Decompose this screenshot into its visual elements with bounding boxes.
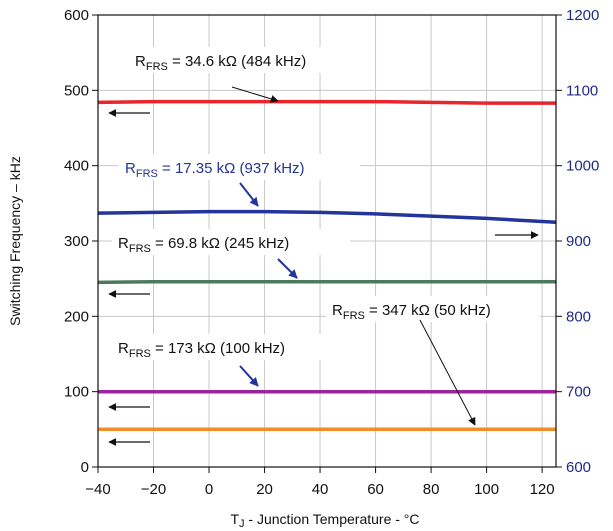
annotation-bg-245 [112, 229, 350, 255]
y-axis-left: 0 100 200 300 400 500 600 [64, 7, 98, 476]
annotation-bg-100 [112, 334, 340, 360]
pointer-arrow-937 [239, 182, 259, 207]
annotation-484: RFRS = 34.6 kΩ (484 kHz) [135, 53, 306, 73]
annotation-bg-937 [118, 154, 360, 180]
annotation-50: RFRS = 347 kΩ (50 kHz) [332, 302, 491, 322]
y2-tick-label: 600 [566, 459, 591, 476]
y2-tick-label: 1200 [566, 7, 599, 24]
series-line-245 [97, 279, 556, 285]
x-tick-label: −20 [141, 481, 166, 498]
x-axis: −40 −20 0 20 40 60 80 100 120 [85, 467, 555, 498]
pointer-arrow-245 [277, 258, 298, 279]
x-axis-label: TJ - Junction Temperature - °C [230, 511, 419, 530]
y-tick-label: 400 [64, 158, 89, 175]
y2-tick-label: 700 [566, 384, 591, 401]
annotation-bg-50 [326, 296, 540, 322]
annotation-937: RFRS = 17.35 kΩ (937 kHz) [125, 160, 305, 180]
y-tick-label: 500 [64, 82, 89, 99]
y2-tick-label: 1100 [566, 82, 598, 99]
pointer-arrow-100 [239, 365, 259, 387]
y-tick-label: 200 [64, 308, 89, 325]
x-tick-label: 100 [474, 481, 499, 498]
x-tick-label: 120 [530, 481, 555, 498]
x-tick-label: 60 [367, 481, 384, 498]
y2-tick-label: 900 [566, 233, 591, 250]
series-line-484 [97, 99, 556, 105]
y-tick-label: 100 [64, 384, 89, 401]
annotation-bg-484 [128, 47, 359, 73]
x-tick-label: 80 [423, 481, 440, 498]
y-tick-label: 300 [64, 233, 89, 250]
y2-tick-label: 800 [566, 308, 591, 325]
x-tick-label: 40 [312, 481, 329, 498]
annotation-245: RFRS = 69.8 kΩ (245 kHz) [118, 235, 289, 255]
x-tick-label: 20 [256, 481, 273, 498]
y-axis-label: Switching Frequency – kHz [7, 156, 23, 326]
pointer-arrow-50 [419, 319, 476, 426]
x-tick-label: −40 [85, 481, 110, 498]
y-tick-label: 0 [81, 459, 89, 476]
y-tick-label: 600 [64, 7, 89, 24]
y2-tick-label: 1000 [566, 158, 599, 175]
series-group [97, 99, 557, 432]
annotation-100: RFRS = 173 kΩ (100 kHz) [118, 340, 285, 360]
series-line-937 [97, 209, 557, 224]
x-tick-label: 0 [205, 481, 213, 498]
pointer-arrow-484 [231, 86, 279, 103]
y-axis-right: 600 700 800 900 1000 1100 1200 [556, 7, 599, 476]
